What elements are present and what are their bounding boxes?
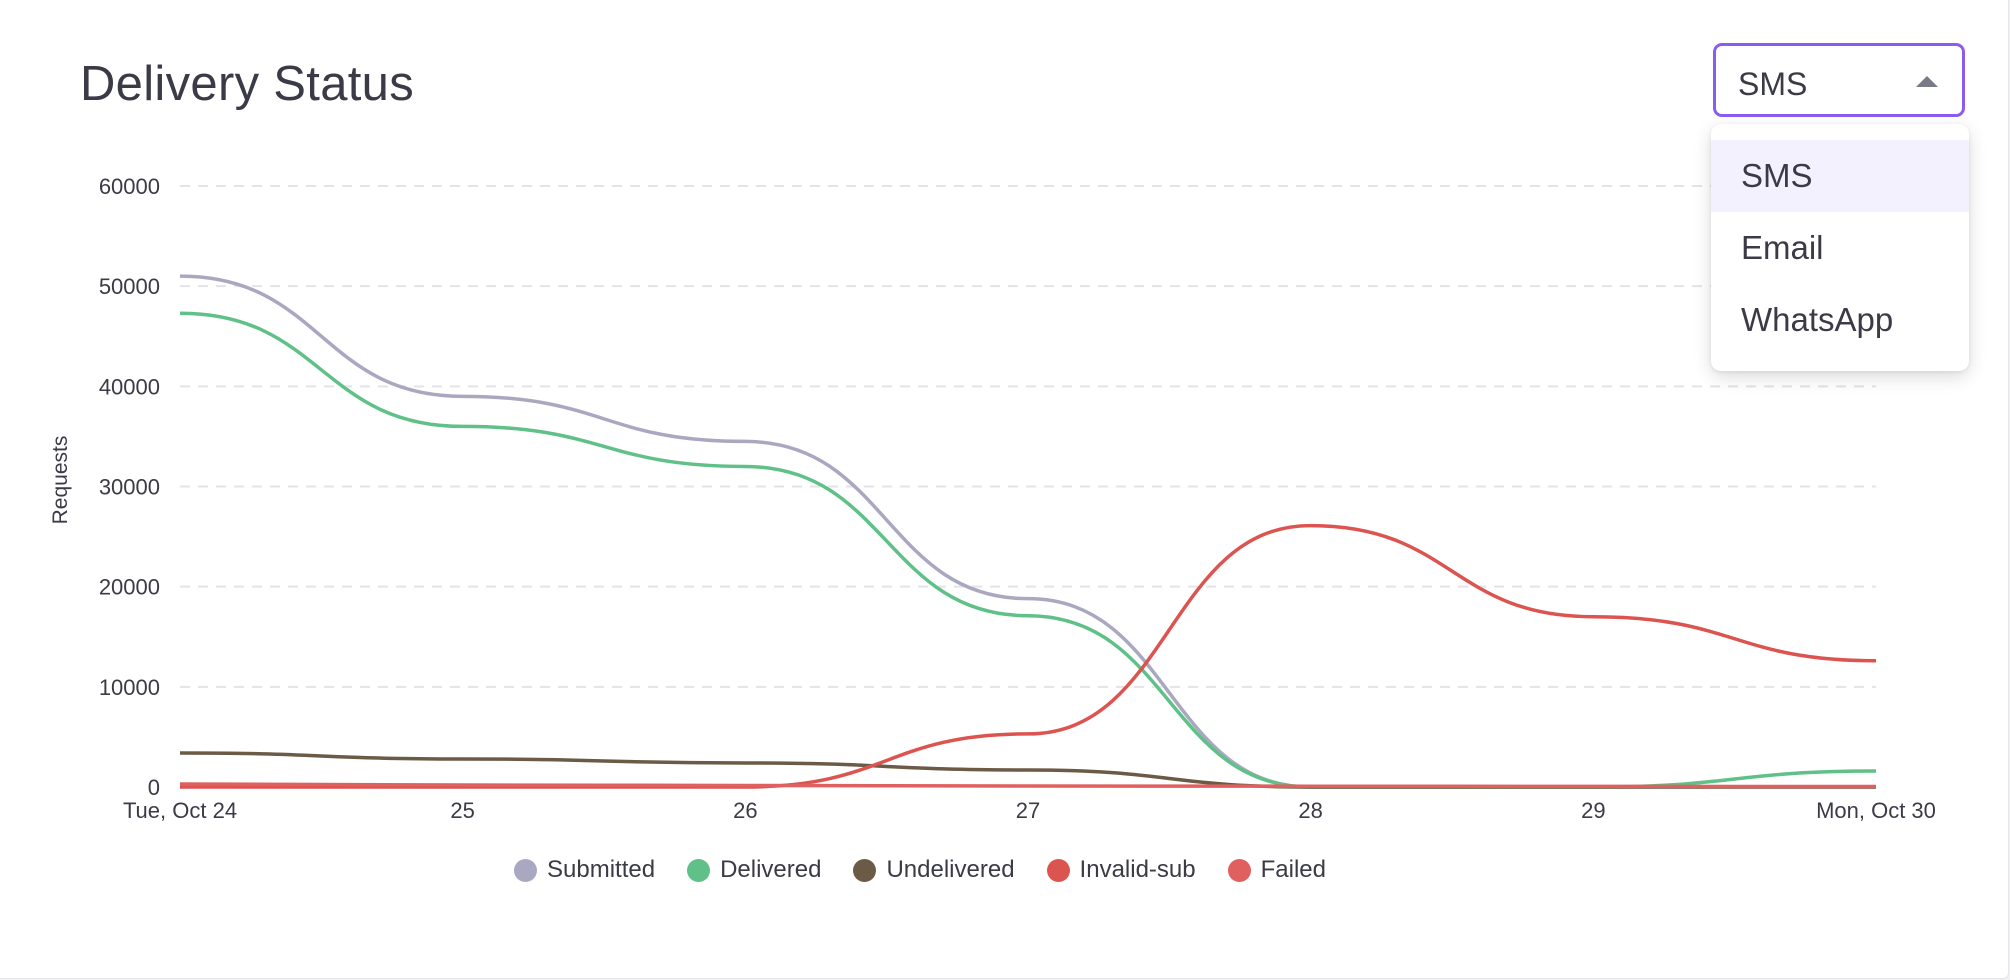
- legend-item-invalid-sub[interactable]: Invalid-sub: [1046, 856, 1196, 884]
- legend-label: Invalid-sub: [1079, 856, 1196, 883]
- x-tick-label: 27: [1016, 798, 1040, 823]
- series-line-delivered: [179, 311, 1877, 789]
- x-tick-label: 29: [1581, 798, 1605, 823]
- series-line-invalid-sub: [180, 523, 1877, 789]
- legend-label: Failed: [1260, 856, 1326, 883]
- y-tick-label: 30000: [99, 475, 160, 500]
- y-axis-label: Requests: [49, 436, 72, 525]
- y-tick-label: 0: [148, 775, 160, 800]
- chart-legend: Submitted Delivered Undelivered Invalid-sub…: [0, 856, 1840, 884]
- legend-dot-icon: [1046, 858, 1070, 882]
- channel-option-email[interactable]: Email: [1741, 229, 1824, 266]
- series-line-failed: [179, 782, 1877, 789]
- channel-option-sms[interactable]: SMS: [1711, 140, 1969, 212]
- legend-dot-icon: [514, 858, 538, 882]
- series-line-submitted: [179, 274, 1876, 789]
- chart-grid: [180, 185, 1876, 688]
- x-tick-label: 28: [1298, 798, 1322, 823]
- y-axis-ticks: 0 10000 20000 30000 40000 50000 60000: [99, 174, 160, 800]
- chart-series: [179, 274, 1877, 789]
- legend-item-delivered[interactable]: Delivered: [687, 856, 821, 884]
- y-tick-label: 50000: [99, 274, 160, 299]
- legend-item-submitted[interactable]: Submitted: [514, 856, 655, 884]
- x-tick-label: 26: [733, 798, 757, 823]
- page-title: Delivery Status: [80, 57, 415, 111]
- x-tick-label: Mon, Oct 30: [1816, 798, 1936, 823]
- y-tick-label: 20000: [99, 575, 160, 600]
- caret-up-icon[interactable]: [1916, 76, 1938, 87]
- legend-dot-icon: [853, 858, 877, 882]
- legend-item-undelivered[interactable]: Undelivered: [853, 856, 1015, 884]
- legend-label: Delivered: [720, 856, 822, 883]
- y-tick-label: 40000: [99, 374, 160, 399]
- legend-label: Undelivered: [886, 856, 1015, 883]
- series-line-undelivered: [179, 751, 1876, 789]
- y-tick-label: 10000: [99, 675, 160, 700]
- legend-label: Submitted: [547, 856, 656, 883]
- x-axis-ticks: Tue, Oct 24 25 26 27 28 29 Mon, Oct 30: [123, 798, 1936, 823]
- channel-dropdown-menu: SMS Email WhatsApp: [1711, 124, 1969, 371]
- y-tick-label: 60000: [99, 174, 160, 199]
- legend-dot-icon: [1227, 858, 1251, 882]
- legend-dot-icon: [687, 858, 711, 882]
- channel-select-value: SMS: [1738, 66, 1808, 102]
- x-tick-label: 25: [450, 798, 474, 823]
- channel-option-whatsapp[interactable]: WhatsApp: [1741, 301, 1894, 338]
- channel-select[interactable]: SMS: [1713, 43, 1965, 117]
- x-tick-label: Tue, Oct 24: [123, 798, 237, 823]
- legend-item-failed[interactable]: Failed: [1227, 856, 1326, 884]
